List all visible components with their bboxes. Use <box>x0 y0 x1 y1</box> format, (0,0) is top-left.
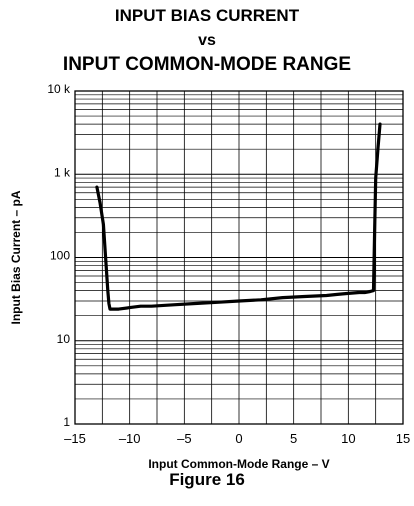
y-tick-labels: 1 10 100 1 k 10 k <box>47 82 71 429</box>
x-tick-label: 10 <box>341 431 355 446</box>
y-tick-label: 10 <box>57 332 71 346</box>
x-tick-label: 0 <box>235 431 242 446</box>
x-tick-labels: –15 –10 –5 0 5 10 15 <box>64 431 410 446</box>
figure-caption: Figure 16 <box>169 470 245 489</box>
chart-title-line-3: INPUT COMMON-MODE RANGE <box>62 54 352 75</box>
x-axis-title: Input Common-Mode Range – V <box>148 457 329 471</box>
x-tick-label: –10 <box>119 431 141 446</box>
x-tick-label: –15 <box>64 431 86 446</box>
y-tick-label: 100 <box>50 249 70 263</box>
y-tick-label: 1 k <box>54 165 71 179</box>
chart-title-line-2: vs <box>198 32 216 49</box>
y-tick-label: 10 k <box>47 82 71 96</box>
series-line-bias-current <box>95 122 382 311</box>
y-axis-title: Input Bias Current – pA <box>9 190 23 324</box>
x-tick-label: 15 <box>396 431 410 446</box>
grid-lines <box>74 91 404 425</box>
y-tick-label: 1 <box>63 415 70 429</box>
chart-title-line-1: INPUT BIAS CURRENT <box>114 6 300 25</box>
plot-area-frame <box>74 90 404 425</box>
x-tick-label: 5 <box>290 431 297 446</box>
x-tick-label: –5 <box>177 431 191 446</box>
